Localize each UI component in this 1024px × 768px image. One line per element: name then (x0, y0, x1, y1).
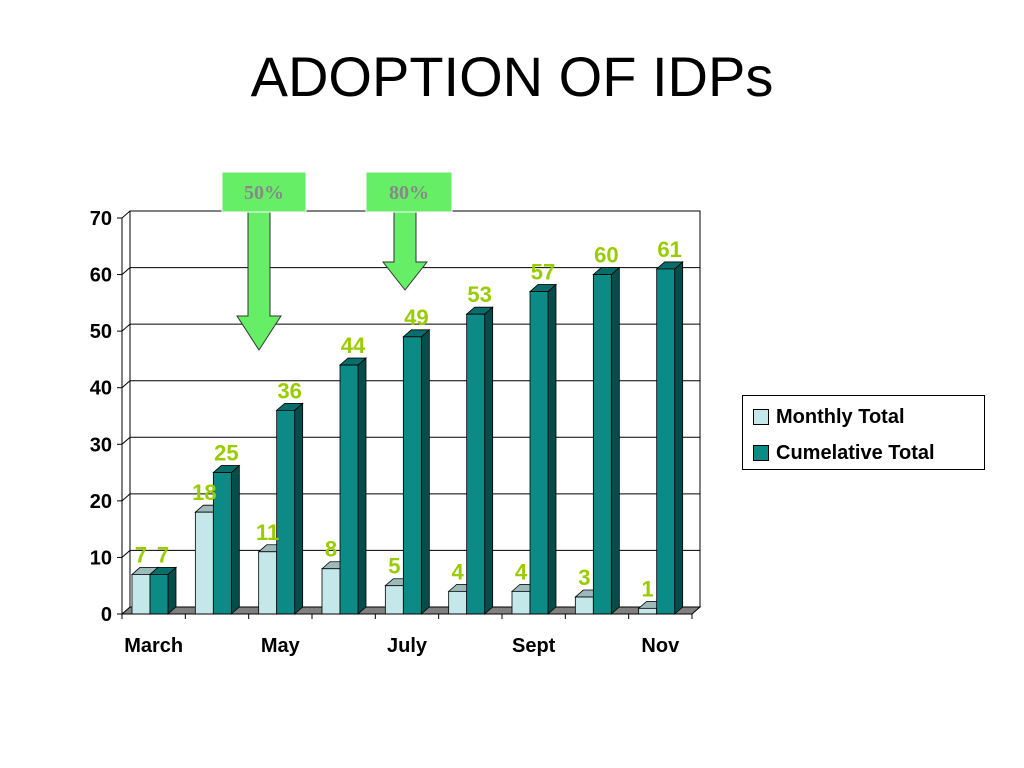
bar-cumulative-front (339, 364, 359, 615)
bar-cumulative (528, 283, 558, 615)
bar-cumulative-side (230, 464, 240, 615)
data-label-monthly: 8 (325, 537, 337, 562)
data-label-cumulative: 60 (594, 243, 618, 268)
down-arrow-icon (381, 211, 429, 291)
bar-cumulative (592, 266, 621, 615)
legend-item-monthly: Monthly Total (753, 404, 905, 430)
callout: 80% (365, 171, 453, 291)
data-label-cumulative: 57 (531, 260, 555, 285)
gridline-side (121, 323, 131, 332)
legend-swatch-monthly (753, 409, 769, 425)
data-label-monthly: 11 (256, 520, 279, 545)
legend-swatch-cumulative (753, 445, 769, 461)
gridline-side (121, 436, 131, 445)
bar-cumulative (402, 328, 431, 615)
callout-label: 80% (389, 182, 429, 204)
y-tick-label: 10 (90, 547, 112, 569)
legend-label-monthly: Monthly Total (776, 405, 905, 428)
bar-cumulative-front (466, 313, 486, 615)
bar-cumulative (338, 357, 368, 615)
data-label-monthly: 4 (452, 559, 465, 584)
bar-cumulative-side (674, 261, 684, 615)
bar-cumulative-side (547, 283, 557, 615)
bars (130, 261, 684, 615)
bar-cumulative (655, 261, 684, 615)
data-label-cumulative: 61 (657, 237, 681, 262)
data-label-monthly: 1 (642, 576, 654, 601)
x-tick-label: Sept (512, 635, 556, 657)
legend-item-cumulative: Cumelative Total (753, 440, 935, 466)
down-arrow-icon (236, 211, 282, 351)
callouts: 50% 80% (221, 171, 453, 351)
y-tick-label: 60 (90, 265, 112, 287)
data-label-monthly: 7 (135, 542, 147, 567)
callout-label: 50% (244, 182, 284, 204)
data-label-cumulative: 44 (341, 333, 366, 358)
bar-cumulative-side (610, 266, 620, 615)
bar-cumulative-front (592, 274, 612, 615)
gridline-side (121, 493, 131, 502)
tick-labels: 0 10 20 30 40 50 60 70 March May July Sept Nov (90, 208, 680, 657)
y-tick-label: 40 (90, 378, 112, 400)
bar-cumulative (465, 306, 494, 615)
data-label-monthly: 3 (578, 565, 590, 590)
bar-monthly-front (638, 607, 658, 615)
bar-monthly-front (384, 585, 404, 615)
legend: Monthly Total Cumelative Total (742, 395, 985, 470)
data-label-monthly: 18 (192, 480, 216, 505)
x-tick-label: Nov (641, 635, 680, 657)
gridline-side (121, 380, 131, 389)
data-label-cumulative: 36 (277, 378, 301, 403)
bar-cumulative-front (656, 268, 676, 615)
data-label-cumulative: 53 (467, 282, 491, 307)
data-label-monthly: 5 (388, 554, 400, 579)
bar-cumulative-side (167, 566, 177, 615)
bar-cumulative-front (149, 574, 169, 615)
bar-cumulative-front (276, 409, 296, 615)
bar-cumulative-front (529, 291, 549, 615)
x-tick-label: May (261, 635, 301, 657)
y-tick-label: 30 (90, 434, 112, 456)
bar-cumulative (275, 402, 304, 615)
bar-monthly-front (194, 511, 214, 615)
bar-cumulative-side (484, 306, 494, 615)
data-labels: 7 7 18 25 11 36 8 44 5 49 4 53 4 57 3 60 1 61 (135, 237, 682, 601)
y-tick-label: 0 (101, 604, 112, 626)
bar-monthly-front (321, 568, 341, 615)
page-title: ADOPTION OF IDPs (250, 45, 774, 108)
bar-monthly-front (574, 596, 594, 615)
x-tick-label: July (387, 635, 428, 657)
bar-cumulative-side (294, 402, 304, 615)
gridline-side (121, 210, 131, 219)
data-label-cumulative: 25 (214, 441, 238, 466)
data-label-cumulative: 7 (157, 542, 169, 567)
axes (117, 217, 693, 619)
bar-monthly-front (511, 590, 531, 615)
gridline-side (121, 550, 131, 558)
bar-cumulative (148, 566, 178, 615)
callout: 50% (221, 171, 307, 351)
bar-cumulative (212, 464, 241, 615)
y-tick-label: 50 (90, 321, 112, 343)
bar-monthly-front (131, 574, 151, 615)
bar-cumulative-side (420, 328, 430, 615)
y-tick-label: 70 (90, 208, 112, 230)
bar-monthly-front (448, 590, 468, 615)
y-tick-label: 20 (90, 491, 112, 513)
data-label-monthly: 4 (515, 559, 528, 584)
callout-box (221, 171, 307, 213)
gridline-side (121, 267, 131, 275)
bar-cumulative-side (357, 357, 367, 615)
legend-label-cumulative: Cumelative Total (776, 441, 935, 464)
bar-cumulative-front (402, 336, 422, 615)
data-label-cumulative: 49 (404, 305, 428, 330)
bar-monthly-front (258, 551, 278, 615)
callout-box (365, 171, 453, 213)
x-tick-label: March (124, 635, 183, 657)
